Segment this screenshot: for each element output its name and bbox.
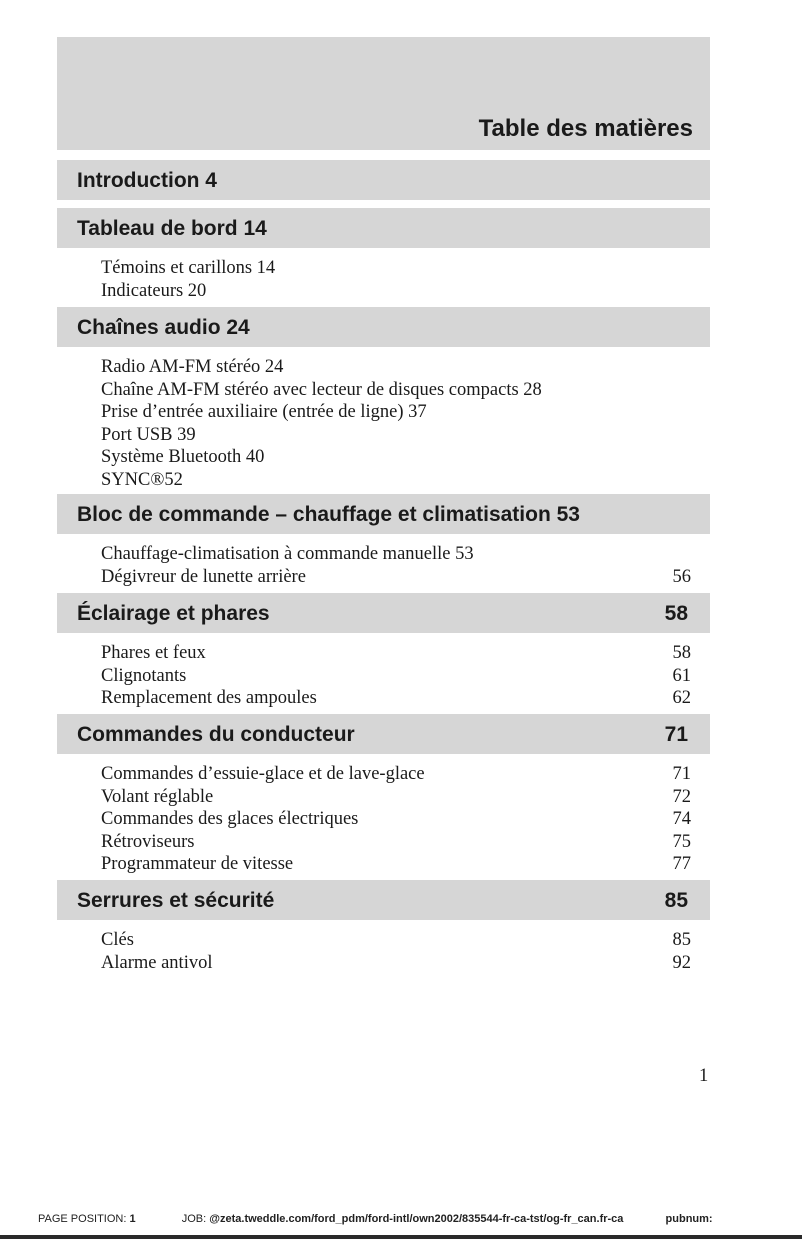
section-title: Bloc de commande – chauffage et climatis… [77, 503, 580, 526]
toc-entry[interactable]: SYNC®52 [101, 469, 691, 492]
entry-page: 71 [672, 764, 692, 784]
entry-page: 75 [672, 831, 692, 852]
toc-entry[interactable]: Commandes des glaces électriques 74 [101, 808, 691, 831]
entry-title: Chauffage-climatisation à commande manue… [101, 544, 474, 564]
entry-page: 62 [672, 688, 692, 708]
entry-title: Clés [101, 930, 134, 950]
section-page: 58 [664, 602, 688, 625]
entry-title: Indicateurs 20 [101, 280, 207, 301]
entry-page: 72 [672, 786, 692, 807]
job-value: @zeta.tweddle.com/ford_pdm/ford-intl/own… [209, 1213, 624, 1225]
toc-entry[interactable]: Prise d’entrée auxiliaire (entrée de lig… [101, 401, 691, 424]
entry-title: Rétroviseurs [101, 831, 195, 852]
entry-page: 74 [672, 809, 692, 829]
section-header[interactable]: Chaînes audio 24 [57, 307, 710, 347]
entry-title: SYNC®52 [101, 469, 183, 490]
entry-page: 77 [672, 854, 692, 874]
page-number: 1 [699, 1066, 709, 1086]
section-header[interactable]: Commandes du conducteur 71 [57, 714, 710, 754]
entry-title: Clignotants [101, 665, 187, 686]
section-items: Chauffage-climatisation à commande manue… [101, 543, 691, 588]
toc-entry[interactable]: Volant réglable 72 [101, 786, 691, 809]
toc-entry[interactable]: Radio AM-FM stéréo 24 [101, 356, 691, 379]
position-label: PAGE POSITION: [38, 1213, 127, 1225]
entry-title: Programmateur de vitesse [101, 854, 294, 874]
entry-title: Commandes des glaces électriques [101, 809, 359, 829]
toc-entry[interactable]: Phares et feux 58 [101, 642, 691, 665]
entry-title: Prise d’entrée auxiliaire (entrée de lig… [101, 402, 427, 422]
entry-page: 92 [672, 952, 692, 973]
toc-entry[interactable]: Rétroviseurs 75 [101, 831, 691, 854]
toc-entry[interactable]: Indicateurs 20 [101, 280, 691, 303]
pubnum-label: pubnum: [665, 1213, 713, 1225]
entry-title: Phares et feux [101, 643, 206, 663]
entry-title: Système Bluetooth 40 [101, 447, 265, 467]
entry-page: 61 [672, 665, 692, 686]
toc-entry[interactable]: Chauffage-climatisation à commande manue… [101, 543, 691, 566]
entry-page: 85 [672, 930, 692, 950]
entry-page: 58 [672, 643, 692, 663]
section-items: Radio AM-FM stéréo 24 Chaîne AM-FM stéréo… [101, 356, 691, 491]
section-page: 85 [664, 889, 688, 912]
section-items: Clés 85 Alarme antivol 92 [101, 929, 691, 974]
section-items: Phares et feux 58 Clignotants 61 Remplacemen… [101, 642, 691, 710]
job-label: JOB: [181, 1213, 207, 1225]
entry-title: Chaîne AM-FM stéréo avec lecteur de disq… [101, 379, 542, 400]
position-value: 1 [129, 1213, 136, 1225]
section-title: Introduction 4 [77, 169, 217, 192]
section-title: Serrures et sécurité [77, 889, 275, 912]
section-header[interactable]: Serrures et sécurité 85 [57, 880, 710, 920]
toc-entry[interactable]: Clignotants 61 [101, 665, 691, 688]
entry-title: Port USB 39 [101, 424, 196, 445]
section-header[interactable]: Bloc de commande – chauffage et climatis… [57, 494, 710, 534]
section-header[interactable]: Éclairage et phares 58 [57, 593, 710, 633]
toc-entry[interactable]: Dégivreur de lunette arrière 56 [101, 566, 691, 589]
print-footer: PAGE POSITION: 1 JOB: @zeta.tweddle.com/… [38, 1213, 713, 1225]
section-header[interactable]: Introduction 4 [57, 160, 710, 200]
toc-entry[interactable]: Programmateur de vitesse 77 [101, 853, 691, 876]
section-title: Tableau de bord 14 [77, 217, 267, 240]
section-title: Éclairage et phares [77, 602, 270, 625]
toc-entry[interactable]: Chaîne AM-FM stéréo avec lecteur de disq… [101, 379, 691, 402]
entry-title: Commandes d’essuie-glace et de lave-glac… [101, 764, 425, 784]
toc-entry[interactable]: Remplacement des ampoules 62 [101, 687, 691, 710]
entry-page: 56 [672, 566, 692, 587]
section-items: Commandes d’essuie-glace et de lave-glac… [101, 763, 691, 876]
entry-title: Volant réglable [101, 786, 214, 807]
page-title: Table des matières [478, 115, 693, 142]
title-band: Table des matières [57, 37, 710, 150]
toc-entry[interactable]: Port USB 39 [101, 424, 691, 447]
toc-entry[interactable]: Clés 85 [101, 929, 691, 952]
toc-entry[interactable]: Alarme antivol 92 [101, 952, 691, 975]
footer-divider [0, 1235, 802, 1239]
section-title: Chaînes audio 24 [77, 316, 250, 339]
toc-entry[interactable]: Système Bluetooth 40 [101, 446, 691, 469]
entry-title: Dégivreur de lunette arrière [101, 566, 306, 587]
entry-title: Remplacement des ampoules [101, 688, 317, 708]
section-page: 71 [664, 723, 688, 746]
entry-title: Témoins et carillons 14 [101, 258, 276, 278]
section-title: Commandes du conducteur [77, 723, 355, 746]
section-items: Témoins et carillons 14 Indicateurs 20 [101, 257, 691, 302]
entry-title: Radio AM-FM stéréo 24 [101, 357, 284, 377]
toc-entry[interactable]: Commandes d’essuie-glace et de lave-glac… [101, 763, 691, 786]
toc-entry[interactable]: Témoins et carillons 14 [101, 257, 691, 280]
entry-title: Alarme antivol [101, 952, 213, 973]
section-header[interactable]: Tableau de bord 14 [57, 208, 710, 248]
